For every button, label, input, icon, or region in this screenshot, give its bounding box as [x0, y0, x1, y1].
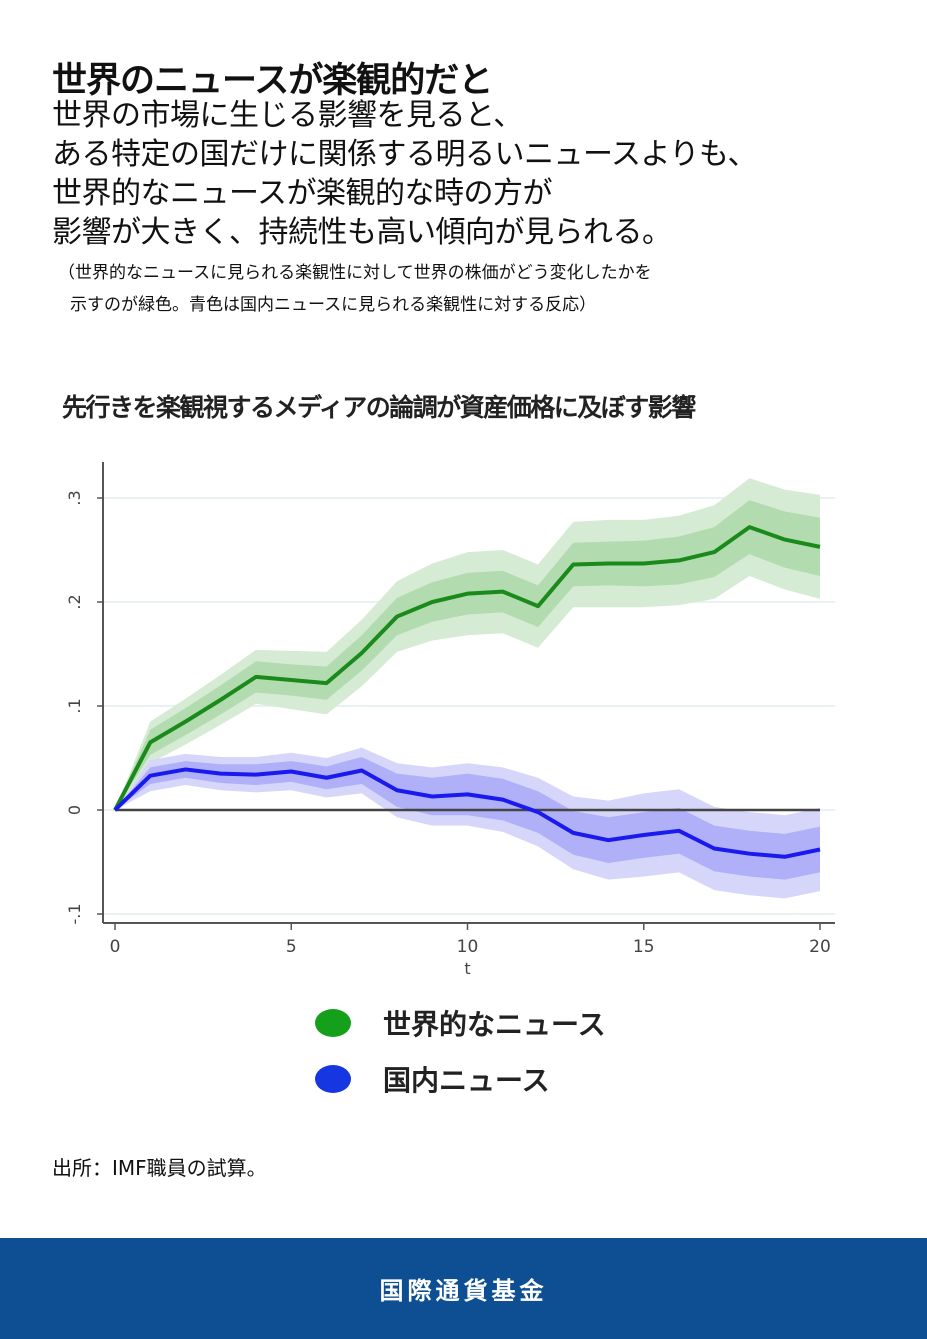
x-tick-label: 5	[286, 937, 297, 957]
lead-line: 世界的なニュースが楽観的な時の方が	[52, 176, 553, 211]
footer-banner: 国際通貨基金	[0, 1238, 927, 1339]
chart: -.1 0 .1 .2 .3 0 5 10 15 20 t	[65, 462, 835, 978]
lead-line: ある特定の国だけに関係する明るいニュースよりも、	[52, 137, 758, 172]
lead-line: 影響が大きく、持続性も高い傾向が見られる。	[52, 215, 672, 250]
inner-confidence-band	[115, 500, 820, 810]
y-tick-label: 0	[65, 805, 84, 815]
note-line: （世界的なニュースに見られる楽観性に対して世界の株価がどう変化したかを	[58, 263, 652, 283]
lead-line: 世界の市場に生じる影響を見ると、	[52, 98, 523, 133]
x-tick-label: 15	[633, 937, 655, 957]
inner-confidence-band	[115, 756, 820, 880]
lead-text: 世界の市場に生じる影響を見ると、 ある特定の国だけに関係する明るいニュースよりも…	[52, 96, 758, 252]
outer-confidence-band	[115, 747, 820, 899]
legend-swatch-green	[315, 1009, 351, 1037]
note-text: （世界的なニュースに見られる楽観性に対して世界の株価がどう変化したかを 示すのが…	[58, 257, 652, 321]
x-tick-label: 20	[809, 937, 831, 957]
chart-title: 先行きを楽観視するメディアの論調が資産価格に及ぼす影響	[62, 393, 696, 422]
y-tick-label: .3	[65, 490, 84, 505]
series-line-1	[113, 767, 821, 859]
x-axis-label: t	[464, 959, 470, 978]
y-tick-label: -.1	[65, 903, 84, 924]
legend-label: 国内ニュース	[383, 1064, 550, 1097]
legend: 世界的なニュース 国内ニュース	[315, 995, 606, 1107]
note-line: 示すのが緑色。青色は国内ニュースに見られる楽観性に対する反応）	[70, 295, 597, 315]
y-tick-label: .1	[65, 698, 84, 713]
footer-label: 国際通貨基金	[379, 1277, 548, 1305]
series-line-0	[113, 525, 821, 811]
y-tick-label: .2	[65, 594, 84, 609]
legend-label: 世界的なニュース	[383, 1008, 606, 1041]
x-tick-label: 10	[457, 937, 479, 957]
legend-item-domestic: 国内ニュース	[315, 1051, 606, 1107]
legend-item-global: 世界的なニュース	[315, 995, 606, 1051]
headline: 世界のニュースが楽観的だと	[52, 61, 493, 101]
legend-swatch-blue	[315, 1065, 351, 1093]
x-tick-label: 0	[110, 937, 121, 957]
source-note: 出所：IMF職員の試算。	[52, 1156, 267, 1180]
